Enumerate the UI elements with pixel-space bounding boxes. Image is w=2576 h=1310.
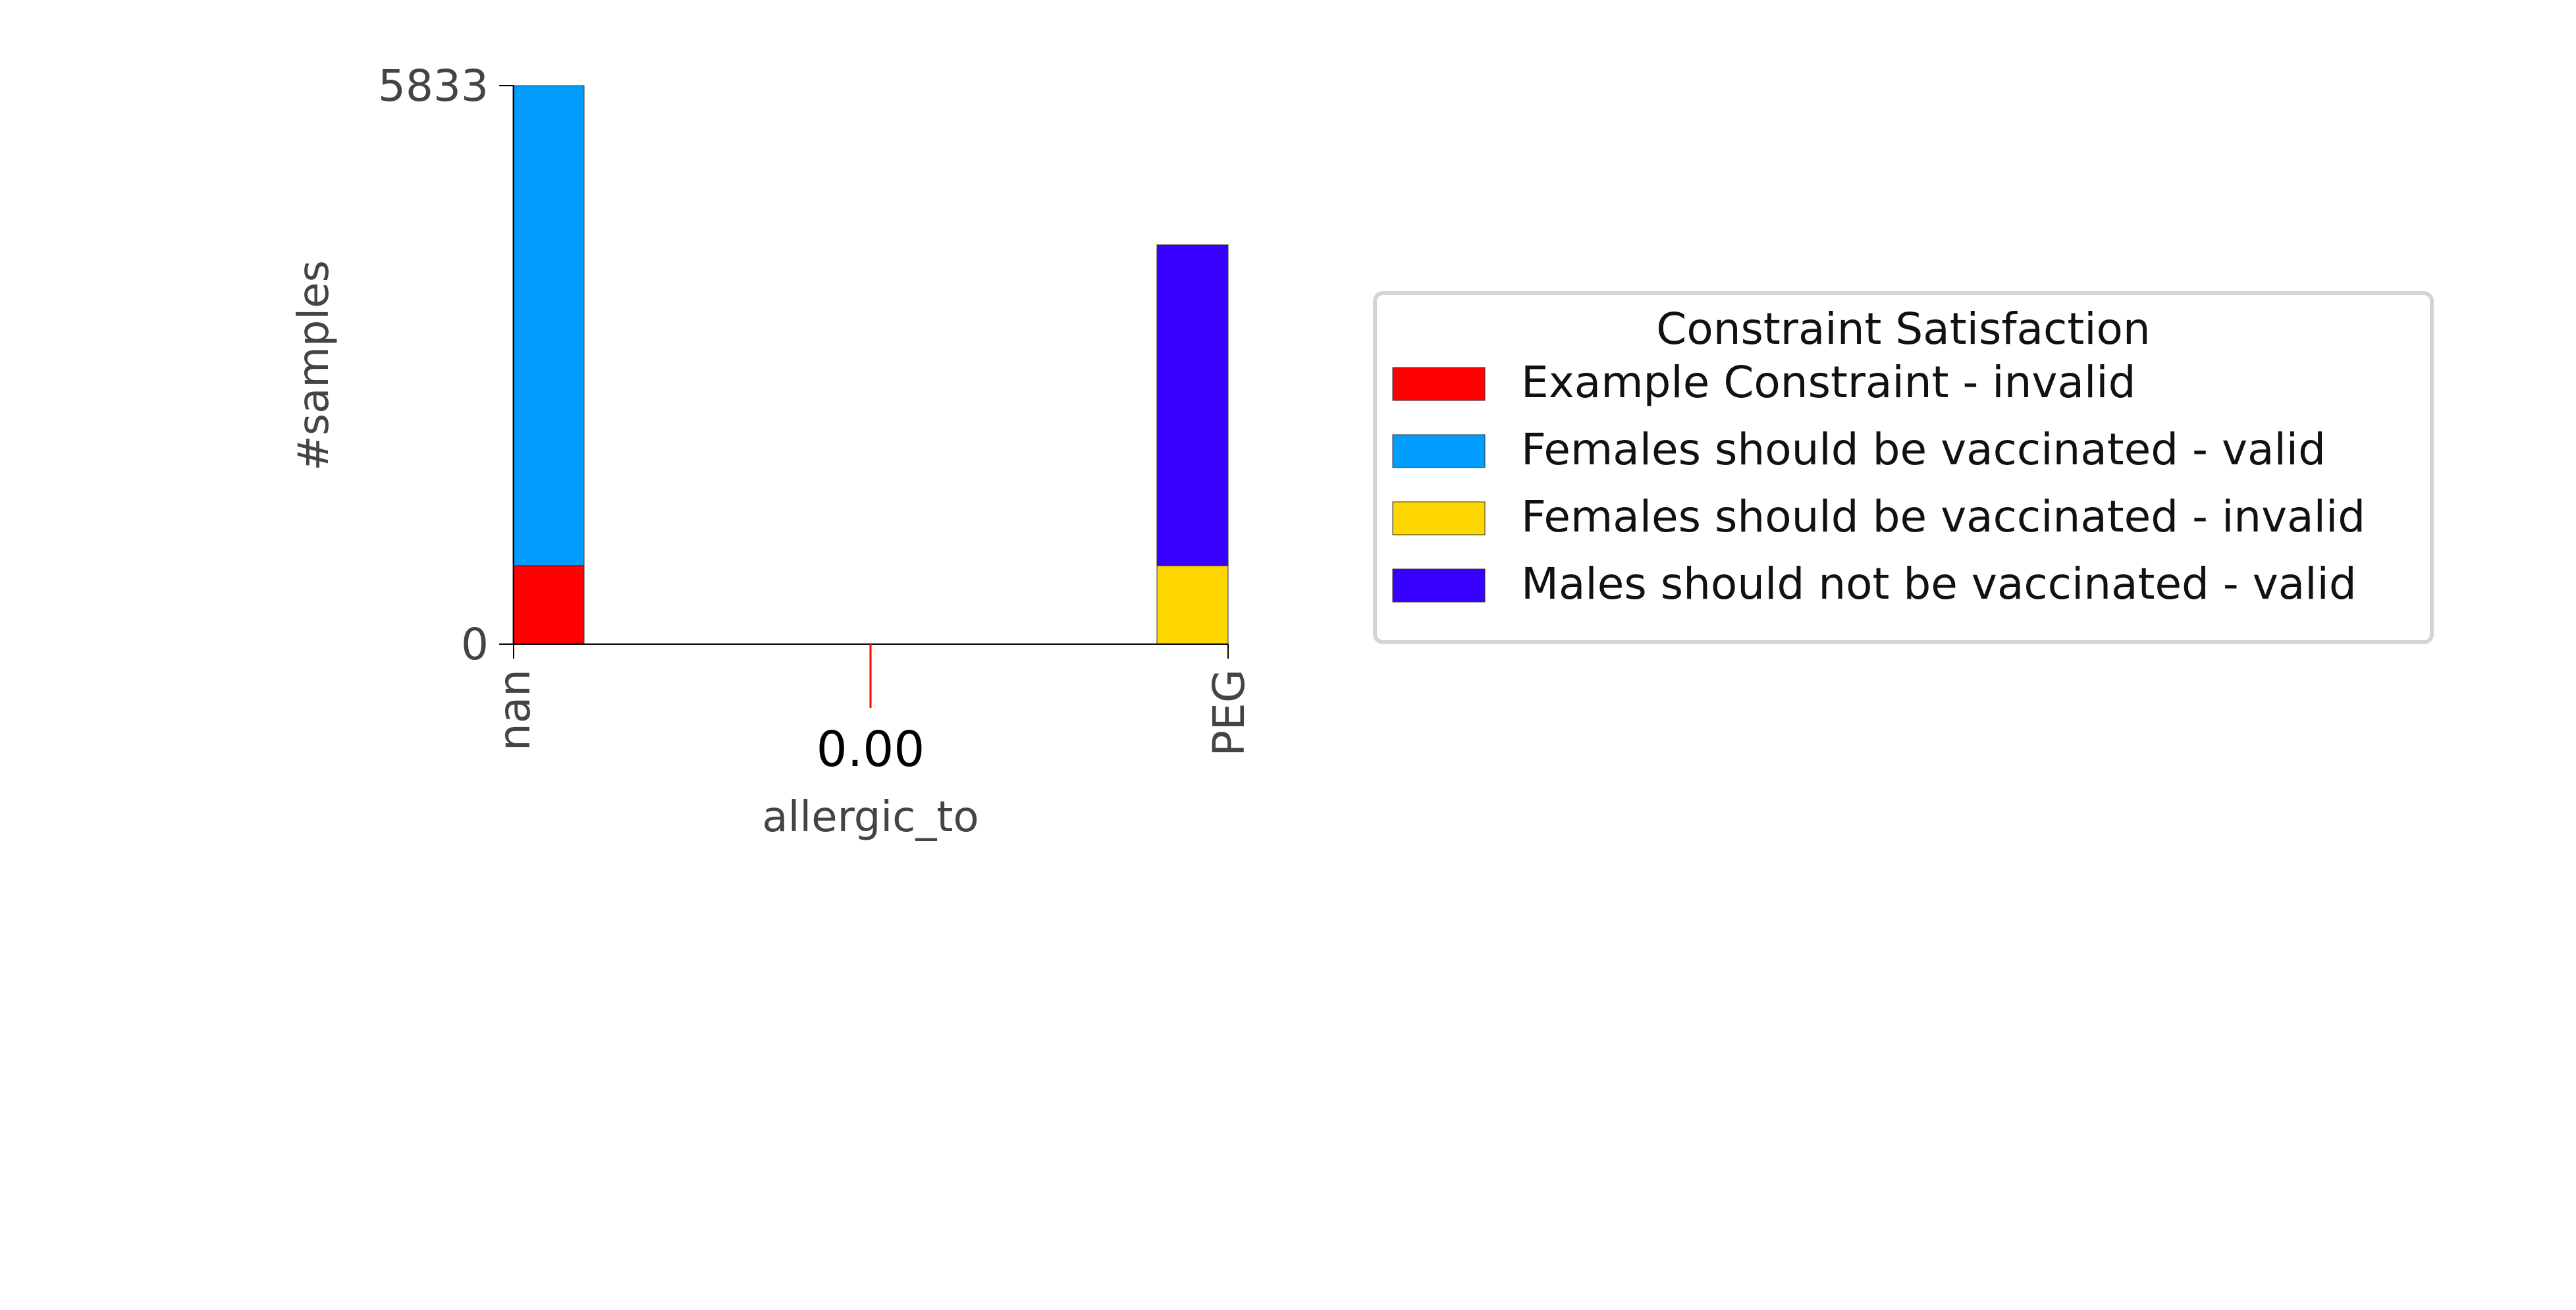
legend-swatch-2 <box>1392 501 1486 535</box>
legend-entries: Example Constraint - invalid Females shou… <box>1392 357 2365 609</box>
y-tick-label: 5833 <box>378 61 489 111</box>
legend-swatch-1 <box>1392 434 1486 468</box>
legend-swatch-3 <box>1392 568 1486 603</box>
bars-layer <box>512 85 1229 645</box>
bar-nan-series-1 <box>512 85 585 566</box>
legend-label-0: Example Constraint - invalid <box>1521 357 2136 408</box>
legend-swatch-0 <box>1392 367 1486 401</box>
bar-peg-series-3 <box>1156 244 1229 566</box>
legend-frame <box>1373 291 2434 644</box>
axes-layer: 0.00 allergic_to #samples 0 5833 nan PEG <box>290 61 1254 842</box>
bar-nan-series-0 <box>512 565 585 645</box>
x-tick-label-nan: nan <box>489 669 540 751</box>
legend-label-3: Males should not be vaccinated - valid <box>1521 559 2357 609</box>
value-marker-label: 0.00 <box>817 721 925 778</box>
legend: Constraint Satisfaction Example Constrai… <box>1373 291 2434 644</box>
legend-title: Constraint Satisfaction <box>1656 304 2151 354</box>
x-ticks: nan PEG <box>489 644 1254 757</box>
y-tick-label: 0 <box>461 619 489 670</box>
x-tick-label-peg: PEG <box>1204 669 1254 757</box>
x-axis-label: allergic_to <box>762 793 979 842</box>
y-ticks: 0 5833 <box>378 61 514 670</box>
legend-label-2: Females should be vaccinated - invalid <box>1521 491 2365 542</box>
bar-peg-series-2 <box>1156 565 1229 645</box>
y-axis-label: #samples <box>290 260 338 471</box>
legend-label-1: Females should be vaccinated - valid <box>1521 424 2326 475</box>
